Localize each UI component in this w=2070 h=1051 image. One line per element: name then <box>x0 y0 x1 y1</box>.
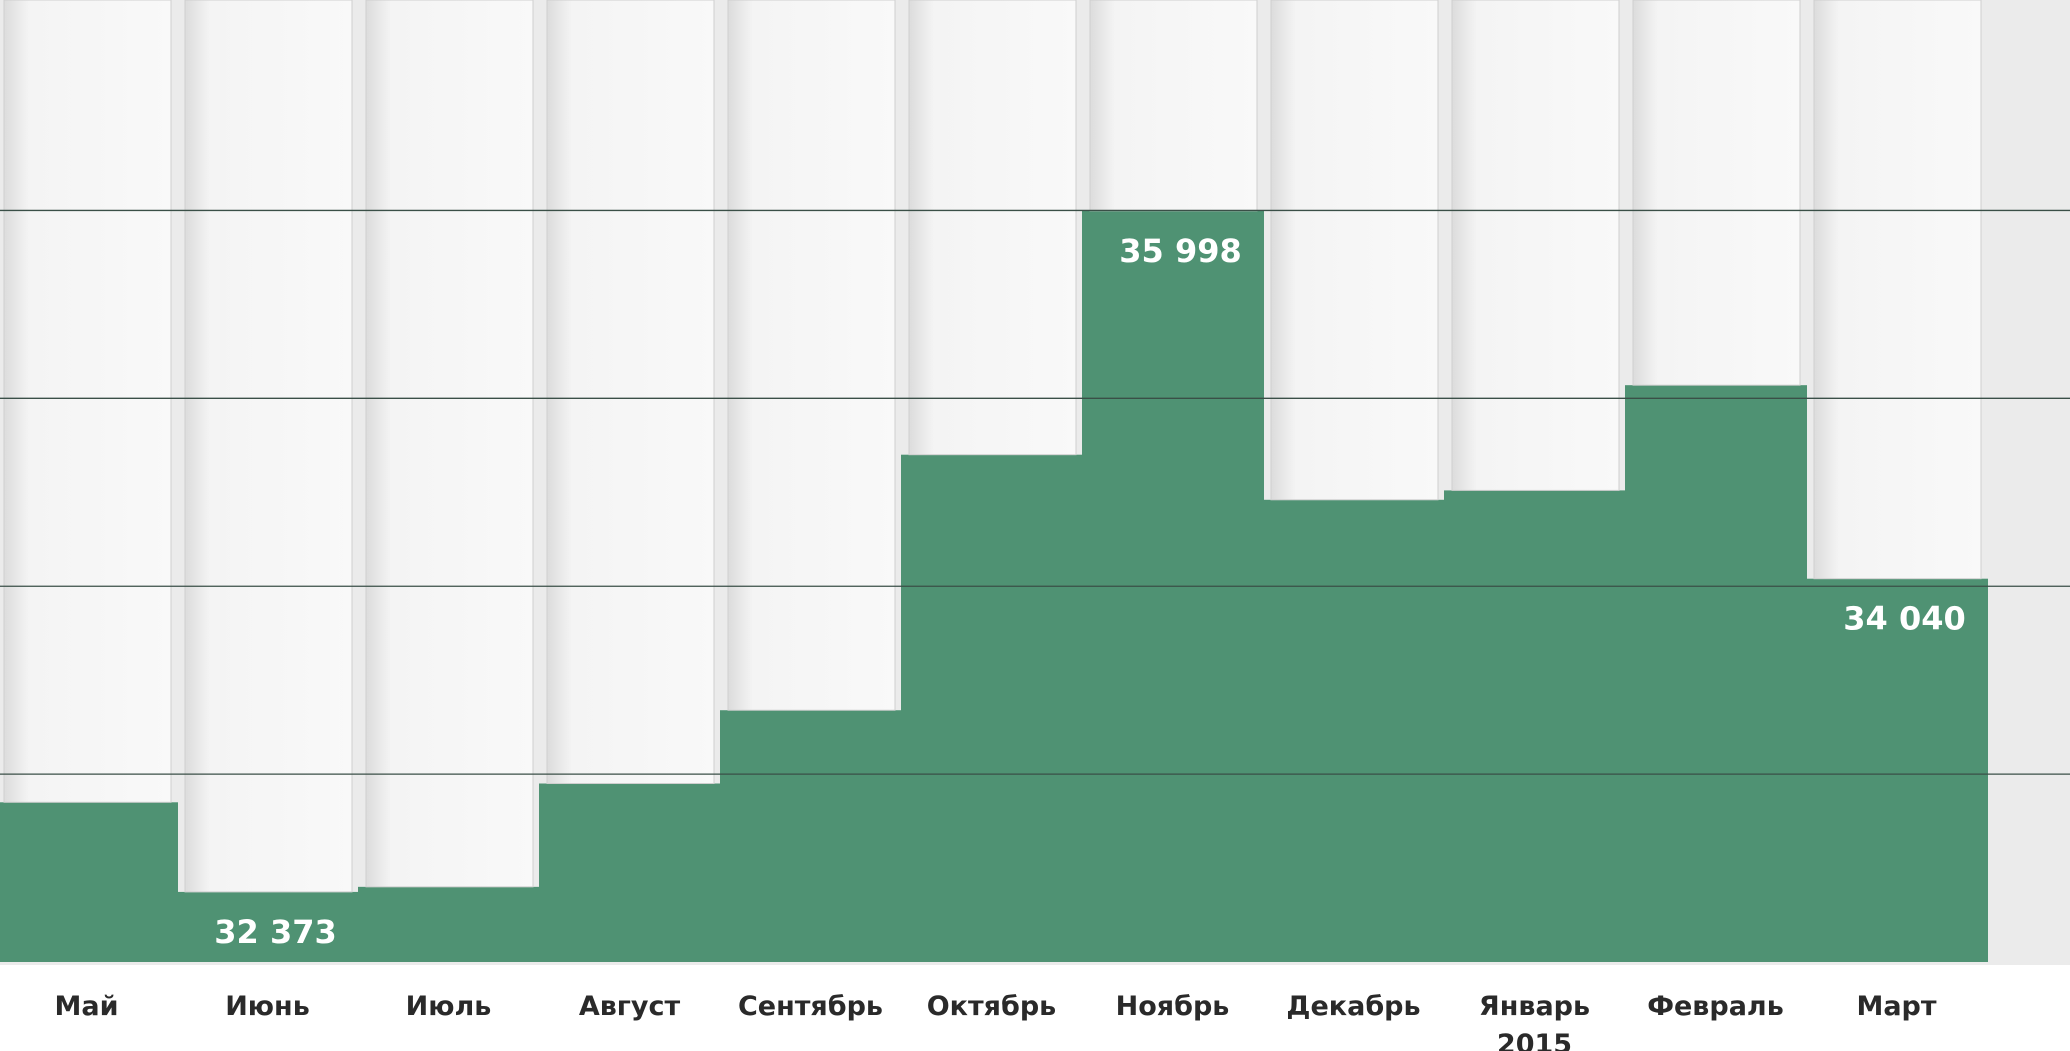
bar <box>1263 499 1445 962</box>
value-label: 34 040 <box>1843 600 1965 638</box>
plot-area: 32 373 35 998 34 040 <box>0 0 2070 965</box>
paper-strip <box>546 0 715 785</box>
x-tick-label: Июнь <box>225 991 310 1022</box>
x-tick-label: Декабрь <box>1286 991 1421 1022</box>
paper-strip <box>184 0 353 893</box>
x-tick-label: Август <box>578 991 681 1022</box>
bar <box>901 454 1083 962</box>
bar <box>720 710 902 962</box>
value-label: 32 373 <box>214 913 336 951</box>
paper-strip <box>1451 0 1620 491</box>
paper-strip <box>3 0 172 803</box>
bar <box>1806 578 1988 962</box>
bar <box>1444 490 1626 962</box>
bar <box>0 802 178 962</box>
bar <box>539 783 721 962</box>
x-tick-label: Февраль <box>1647 991 1784 1022</box>
paper-strip <box>365 0 534 888</box>
paper-strip <box>1813 0 1982 580</box>
bar <box>177 891 359 962</box>
paper-strip <box>727 0 896 711</box>
x-tick-label: Май <box>54 991 119 1022</box>
paper-strip <box>1632 0 1801 386</box>
x-tick-label: Март <box>1856 991 1937 1022</box>
x-tick-label: Ноябрь <box>1115 991 1230 1022</box>
bar <box>1625 385 1807 962</box>
value-label: 35 998 <box>1119 232 1241 270</box>
x-tick-label: Январь 2015 <box>1478 991 1591 1051</box>
paper-strip <box>908 0 1077 456</box>
paper-strip <box>1270 0 1439 501</box>
paper-strip <box>1089 0 1258 212</box>
x-tick-label: Июль <box>405 991 492 1022</box>
x-tick-label: Сентябрь <box>737 991 884 1022</box>
bar <box>358 886 540 962</box>
x-tick-label: Октябрь <box>926 991 1057 1022</box>
